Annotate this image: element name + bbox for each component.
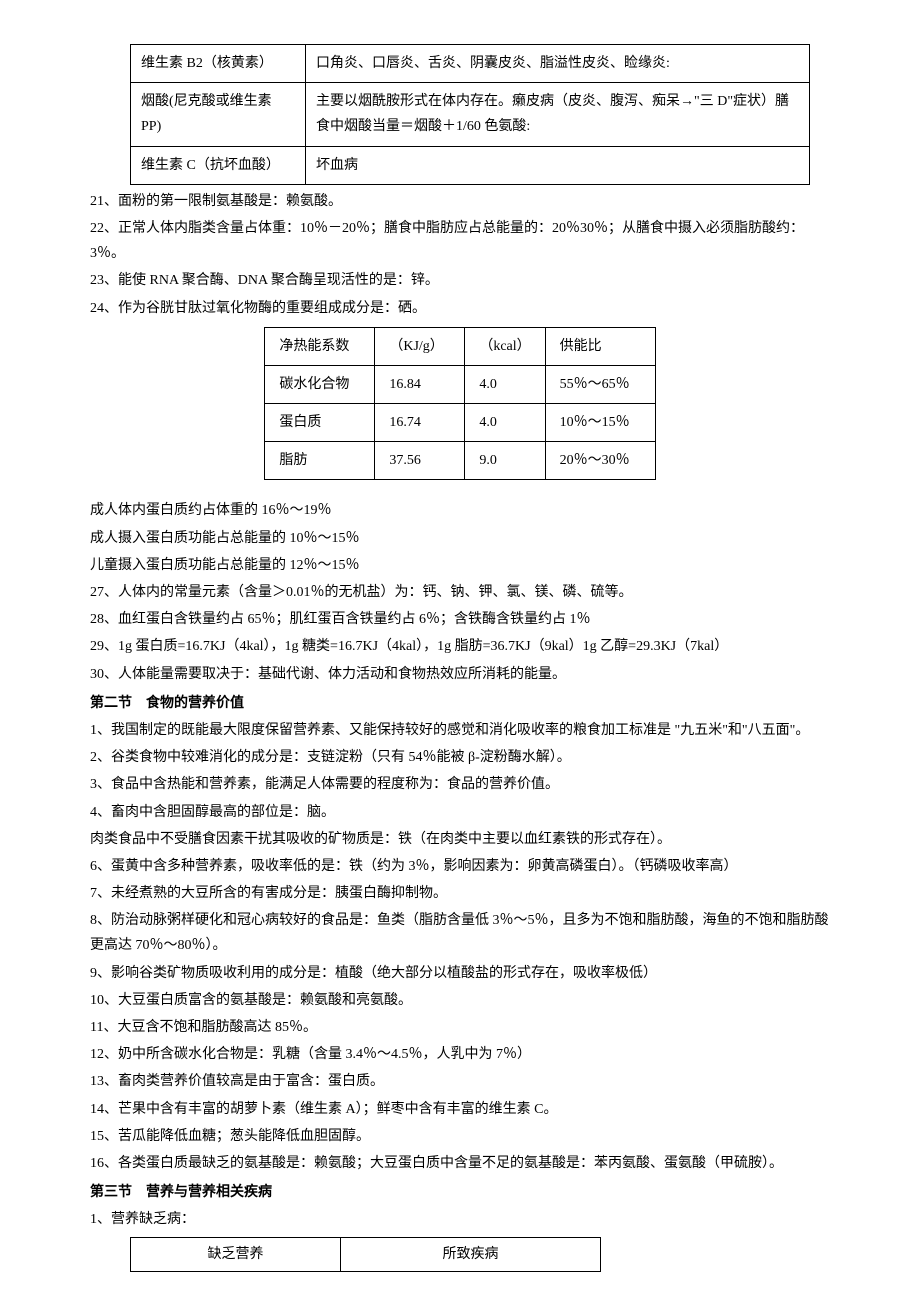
cell: 10％～15％ [545,404,655,442]
cell: 4.0 [465,365,545,403]
vitamins-table: 维生素 B2（核黄素） 口角炎、口唇炎、舌炎、阴囊皮炎、脂溢性皮炎、睑缘炎: 烟… [130,44,810,185]
cell: 口角炎、口唇炎、舌炎、阴囊皮炎、脂溢性皮炎、睑缘炎: [306,45,810,83]
table-row: 维生素 B2（核黄素） 口角炎、口唇炎、舌炎、阴囊皮炎、脂溢性皮炎、睑缘炎: [131,45,810,83]
body-text: 成人摄入蛋白质功能占总能量的 10％～15％ [90,526,830,551]
section-title: 第三节 营养与营养相关疾病 [90,1180,830,1205]
body-text: 28、血红蛋白含铁量约占 65％；肌红蛋百含铁量约占 6％；含铁酶含铁量约占 1… [90,607,830,632]
table-row: 维生素 C（抗坏血酸） 坏血病 [131,146,810,184]
header-cell: 供能比 [545,327,655,365]
body-text: 24、作为谷胱甘肽过氧化物酶的重要组成成分是：硒。 [90,296,830,321]
body-text: 13、畜肉类营养价值较高是由于富含：蛋白质。 [90,1069,830,1094]
body-text: 29、1g 蛋白质=16.7KJ（4kal），1g 糖类=16.7KJ（4kal… [90,634,830,659]
cell: 坏血病 [306,146,810,184]
body-text: 30、人体能量需要取决于：基础代谢、体力活动和食物热效应所消耗的能量。 [90,662,830,687]
body-text: 8、防治动脉粥样硬化和冠心病较好的食品是：鱼类（脂肪含量低 3％～5％，且多为不… [90,908,830,958]
cell: 20％～30％ [545,442,655,480]
cell: 9.0 [465,442,545,480]
cell: 主要以烟酰胺形式在体内存在。癞皮病（皮炎、腹泻、痴呆→"三 D"症状）膳食中烟酸… [306,83,810,146]
table-row: 碳水化合物 16.84 4.0 55％～65％ [265,365,655,403]
body-text: 11、大豆含不饱和脂肪酸高达 85％。 [90,1015,830,1040]
header-cell: 缺乏营养 [131,1237,341,1271]
cell: 脂肪 [265,442,375,480]
energy-table: 净热能系数 （KJ/g） （kcal） 供能比 碳水化合物 16.84 4.0 … [264,327,655,481]
body-text: 22、正常人体内脂类含量占体重：10％－20％；膳食中脂肪应占总能量的：20％3… [90,216,830,266]
cell: 维生素 C（抗坏血酸） [131,146,306,184]
section-title: 第二节 食物的营养价值 [90,691,830,716]
body-text: 14、芒果中含有丰富的胡萝卜素（维生素 A）；鲜枣中含有丰富的维生素 C。 [90,1097,830,1122]
body-text: 27、人体内的常量元素（含量＞0.01％的无机盐）为：钙、钠、钾、氯、镁、磷、硫… [90,580,830,605]
body-text: 7、未经煮熟的大豆所含的有害成分是：胰蛋白酶抑制物。 [90,881,830,906]
body-text: 肉类食品中不受膳食因素干扰其吸收的矿物质是：铁（在肉类中主要以血红素铁的形式存在… [90,827,830,852]
cell: 55％～65％ [545,365,655,403]
table-row: 脂肪 37.56 9.0 20％～30％ [265,442,655,480]
cell: 4.0 [465,404,545,442]
cell: 16.84 [375,365,465,403]
body-text: 9、影响谷类矿物质吸收利用的成分是：植酸（绝大部分以植酸盐的形式存在，吸收率极低… [90,961,830,986]
body-text: 10、大豆蛋白质富含的氨基酸是：赖氨酸和亮氨酸。 [90,988,830,1013]
table-row: 蛋白质 16.74 4.0 10％～15％ [265,404,655,442]
header-cell: 净热能系数 [265,327,375,365]
cell: 维生素 B2（核黄素） [131,45,306,83]
header-cell: （KJ/g） [375,327,465,365]
header-cell: 所致疾病 [341,1237,601,1271]
body-text: 3、食品中含热能和营养素，能满足人体需要的程度称为：食品的营养价值。 [90,772,830,797]
table-header-row: 缺乏营养 所致疾病 [131,1237,601,1271]
body-text: 2、谷类食物中较难消化的成分是：支链淀粉（只有 54％能被 β-淀粉酶水解）。 [90,745,830,770]
body-text: 成人体内蛋白质约占体重的 16％～19％ [90,498,830,523]
cell: 碳水化合物 [265,365,375,403]
table-row: 烟酸(尼克酸或维生素 PP) 主要以烟酰胺形式在体内存在。癞皮病（皮炎、腹泻、痴… [131,83,810,146]
cell: 16.74 [375,404,465,442]
body-text: 21、面粉的第一限制氨基酸是：赖氨酸。 [90,189,830,214]
body-text: 12、奶中所含碳水化合物是：乳糖（含量 3.4％～4.5％，人乳中为 7％） [90,1042,830,1067]
table-header-row: 净热能系数 （KJ/g） （kcal） 供能比 [265,327,655,365]
header-cell: （kcal） [465,327,545,365]
body-text: 16、各类蛋白质最缺乏的氨基酸是：赖氨酸；大豆蛋白质中含量不足的氨基酸是：苯丙氨… [90,1151,830,1176]
body-text: 15、苦瓜能降低血糖；葱头能降低血胆固醇。 [90,1124,830,1149]
body-text: 1、我国制定的既能最大限度保留营养素、又能保持较好的感觉和消化吸收率的粮食加工标… [90,718,830,743]
deficiency-table: 缺乏营养 所致疾病 [130,1237,601,1272]
cell: 蛋白质 [265,404,375,442]
cell: 37.56 [375,442,465,480]
body-text: 23、能使 RNA 聚合酶、DNA 聚合酶呈现活性的是：锌。 [90,268,830,293]
body-text: 1、营养缺乏病： [90,1207,830,1232]
body-text: 儿童摄入蛋白质功能占总能量的 12％～15％ [90,553,830,578]
body-text: 6、蛋黄中含多种营养素，吸收率低的是：铁（约为 3％，影响因素为：卵黄高磷蛋白）… [90,854,830,879]
cell: 烟酸(尼克酸或维生素 PP) [131,83,306,146]
body-text: 4、畜肉中含胆固醇最高的部位是：脑。 [90,800,830,825]
